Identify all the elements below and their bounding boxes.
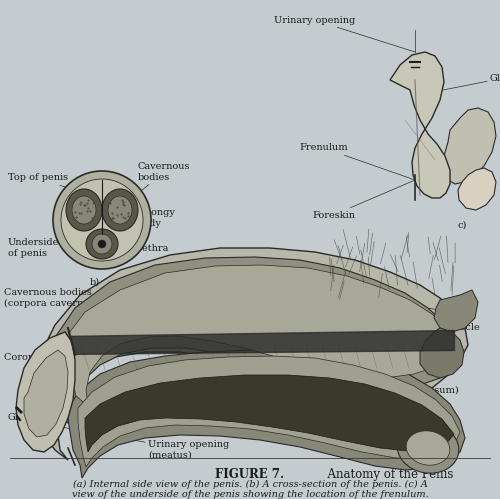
Text: Crus: Crus	[378, 297, 452, 312]
Text: Foreskin: Foreskin	[312, 165, 450, 220]
Polygon shape	[24, 350, 68, 437]
Text: Cavernous bodies
(corpora cavernosa): Cavernous bodies (corpora cavernosa)	[4, 288, 140, 332]
Text: Anatomy of the Penis: Anatomy of the Penis	[320, 468, 454, 481]
Text: Urinary opening
(meatus): Urinary opening (meatus)	[50, 425, 229, 460]
Text: Spongy
body: Spongy body	[118, 208, 175, 232]
Text: Glans: Glans	[8, 414, 36, 423]
Text: Spongy body
(corpus spongiosum): Spongy body (corpus spongiosum)	[355, 375, 459, 395]
Text: Cavernous
bodies: Cavernous bodies	[120, 162, 190, 208]
Text: Frenulum: Frenulum	[300, 144, 415, 180]
Polygon shape	[85, 375, 454, 452]
Polygon shape	[458, 168, 496, 210]
Ellipse shape	[92, 234, 112, 254]
Polygon shape	[78, 356, 460, 467]
Ellipse shape	[397, 423, 459, 473]
Polygon shape	[50, 257, 462, 428]
Polygon shape	[420, 328, 464, 378]
Ellipse shape	[61, 179, 143, 261]
Text: a): a)	[335, 444, 345, 453]
Text: b): b)	[90, 277, 100, 286]
Polygon shape	[33, 248, 468, 460]
Polygon shape	[434, 290, 478, 332]
Text: Underside
of penis: Underside of penis	[8, 239, 72, 257]
Text: Bulb of penis: Bulb of penis	[358, 347, 423, 440]
Text: Urinary opening: Urinary opening	[274, 15, 415, 52]
Text: Top of penis: Top of penis	[8, 174, 80, 192]
Ellipse shape	[102, 189, 138, 231]
Text: c): c)	[458, 221, 466, 230]
Ellipse shape	[66, 189, 102, 231]
Text: (a) Internal side view of the penis. (b) A cross-section of the penis. (c) A: (a) Internal side view of the penis. (b)…	[72, 480, 428, 489]
Ellipse shape	[98, 240, 106, 248]
Text: view of the underside of the penis showing the location of the frenulum.: view of the underside of the penis showi…	[72, 490, 428, 499]
Text: Bulbospongiosus muscle: Bulbospongiosus muscle	[358, 323, 480, 338]
Polygon shape	[444, 108, 496, 184]
Ellipse shape	[86, 229, 118, 259]
Text: Urethra: Urethra	[220, 373, 280, 400]
Text: FIGURE 7.: FIGURE 7.	[216, 468, 284, 481]
Polygon shape	[390, 52, 450, 198]
Ellipse shape	[53, 171, 151, 269]
Ellipse shape	[72, 196, 96, 224]
Polygon shape	[16, 332, 75, 452]
Polygon shape	[68, 350, 465, 478]
Text: Urethra: Urethra	[106, 244, 170, 252]
Ellipse shape	[406, 431, 450, 465]
Text: Glans: Glans	[443, 73, 500, 90]
Polygon shape	[60, 265, 456, 406]
Ellipse shape	[108, 196, 132, 224]
Text: Coronal ridge: Coronal ridge	[4, 353, 72, 370]
